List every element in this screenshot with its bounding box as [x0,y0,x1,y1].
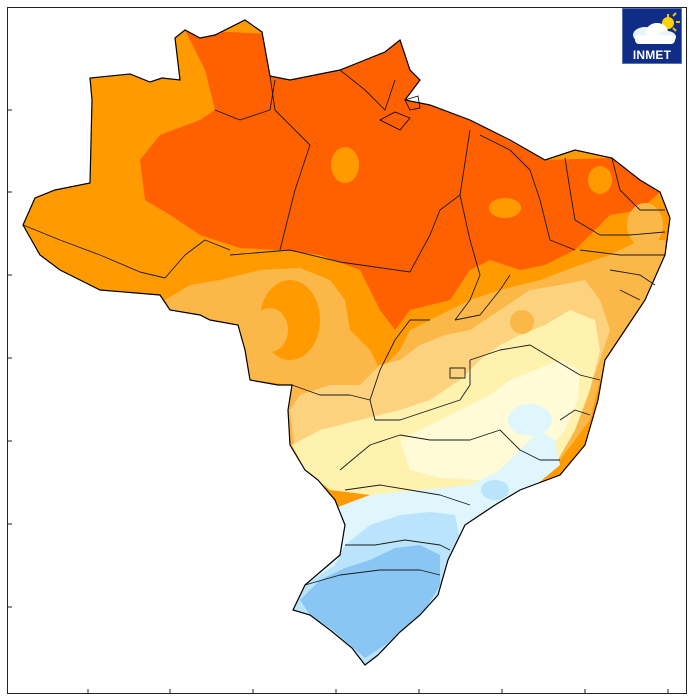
cloud-sun-icon [633,12,680,44]
border-pa-ap [339,69,396,111]
border-pe-al-se [609,269,656,301]
zone-patch-lightorange-mt [252,308,288,352]
border-go-mt [379,319,430,371]
border-mt-ms [291,384,371,401]
border-mg-sp-rj-es [430,409,591,461]
border-ma-pi [479,134,576,251]
amazon-delta-islands [379,95,421,131]
logo-label: INMET [632,48,672,62]
border-to-ma [454,194,481,321]
border-pa-to [409,129,471,273]
border-sc-rs [304,569,441,586]
border-ba-mg [469,344,601,381]
border-sp-pr [344,484,471,506]
zone-patch-orange-bahia [510,310,534,334]
border-ce-rn [611,157,665,211]
zone-patch-orange-northeast [489,198,521,218]
border-pr-sc [345,539,451,551]
zone-patch-orange-northeast-coast [627,203,663,247]
border-rn-pb-pe [579,231,666,256]
zone-red-orange [140,30,660,330]
border-pi-ce [564,157,601,236]
zone-patch-blue-saopaulo [481,480,509,500]
border-am-mt [229,249,411,273]
frame-ticks [7,109,669,694]
zone-patch-orange-east [588,166,612,194]
inmet-logo: INMET [622,8,682,64]
border-ms-sp [339,434,431,471]
border-am-ro [164,239,231,279]
border-ba-to [454,274,511,321]
zone-patch-yellow-bahia [555,331,595,359]
zone-patch-cyan-minas [508,404,552,436]
zone-patch-orange-north [331,147,359,183]
border-pa-rr [269,75,311,251]
zone-blue [300,545,440,658]
border-am-ac [22,224,166,279]
border-df [449,367,466,379]
state-borders [22,69,666,586]
border-go-mg [369,360,471,421]
